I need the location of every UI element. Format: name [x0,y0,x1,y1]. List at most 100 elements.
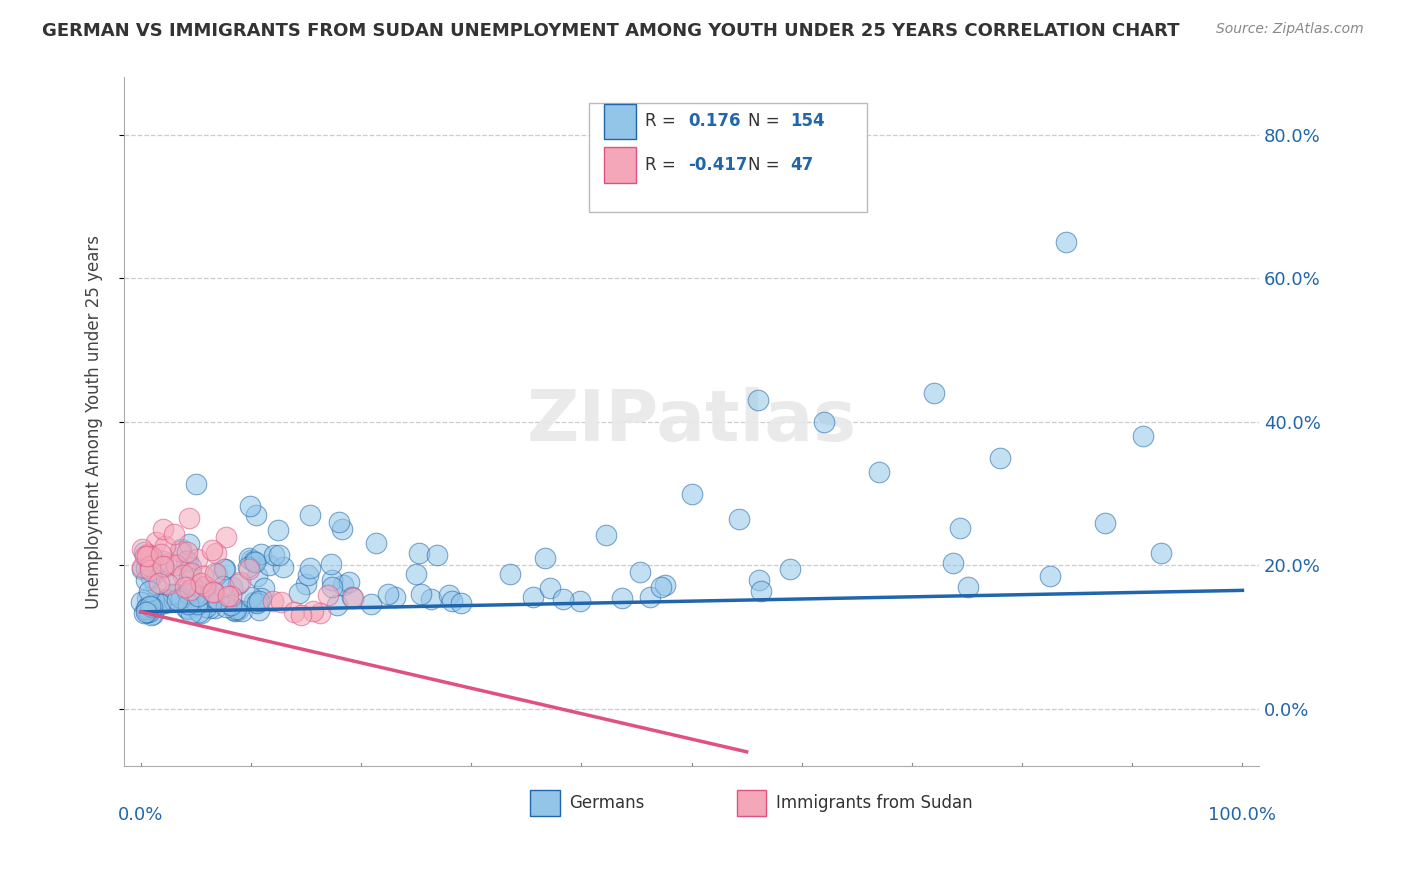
Point [204,566,226,580]
Point [225,601,247,615]
Point [420,592,443,607]
Point [221,580,243,594]
Point [238,559,260,574]
Point [309,606,332,620]
Point [813,415,835,429]
Point [956,580,979,594]
Point [141,570,163,584]
Point [153,596,176,610]
Point [316,588,339,602]
Point [405,566,427,581]
Point [169,543,191,558]
Point [177,597,200,611]
Point [262,594,284,608]
Point [240,552,263,566]
Point [201,543,224,558]
Point [654,578,676,592]
Point [207,592,229,607]
Point [190,606,212,620]
Point [330,522,353,536]
Point [226,602,249,616]
Text: -0.417: -0.417 [688,156,748,174]
Point [257,558,280,572]
Point [152,522,174,536]
Point [135,560,157,574]
Point [205,566,228,581]
Text: 100.0%: 100.0% [1208,805,1277,823]
Point [148,575,170,590]
Point [136,549,159,563]
Point [194,579,217,593]
Point [243,554,266,568]
Point [238,562,260,576]
Point [283,605,305,619]
Point [640,590,662,604]
Point [339,575,361,590]
Point [747,393,769,408]
Point [749,584,772,599]
Point [131,562,153,576]
Point [135,591,157,605]
Point [141,549,163,563]
Point [326,598,349,612]
Point [748,574,770,588]
Point [132,544,155,558]
Point [136,547,159,561]
Point [253,581,276,595]
Point [156,576,179,591]
Point [221,589,243,603]
Point [180,560,202,574]
Point [131,559,153,574]
Point [321,573,343,587]
Point [177,586,200,600]
FancyBboxPatch shape [605,103,636,139]
Point [212,562,235,576]
Point [215,599,238,614]
Point [342,590,364,604]
Point [155,592,177,607]
Point [142,550,165,565]
Point [224,604,246,618]
Point [139,563,162,577]
Point [153,559,176,574]
Point [179,582,201,597]
Point [149,597,172,611]
Point [426,549,449,563]
Point [186,598,208,612]
Point [215,530,238,544]
Point [136,599,159,614]
Point [610,591,633,606]
Point [143,577,166,591]
Point [779,562,801,576]
Point [246,596,269,610]
Point [551,592,574,607]
Point [176,554,198,568]
Point [628,565,651,579]
Point [250,591,273,605]
Point [152,559,174,574]
Point [360,598,382,612]
Text: R =: R = [645,156,681,174]
Point [129,594,152,608]
Point [295,576,318,591]
Point [131,541,153,556]
Point [288,586,311,600]
Point [179,511,201,525]
Point [181,582,204,597]
Text: 154: 154 [790,112,825,130]
Text: 0.176: 0.176 [688,112,741,130]
Point [267,548,290,562]
Point [263,549,285,563]
Point [181,579,204,593]
Point [231,604,253,618]
Point [650,581,672,595]
Point [868,465,890,479]
Point [135,605,157,619]
Point [193,580,215,594]
Point [134,549,156,564]
Point [271,559,294,574]
Point [135,602,157,616]
Point [146,591,169,606]
Point [160,567,183,582]
Point [1054,235,1077,250]
